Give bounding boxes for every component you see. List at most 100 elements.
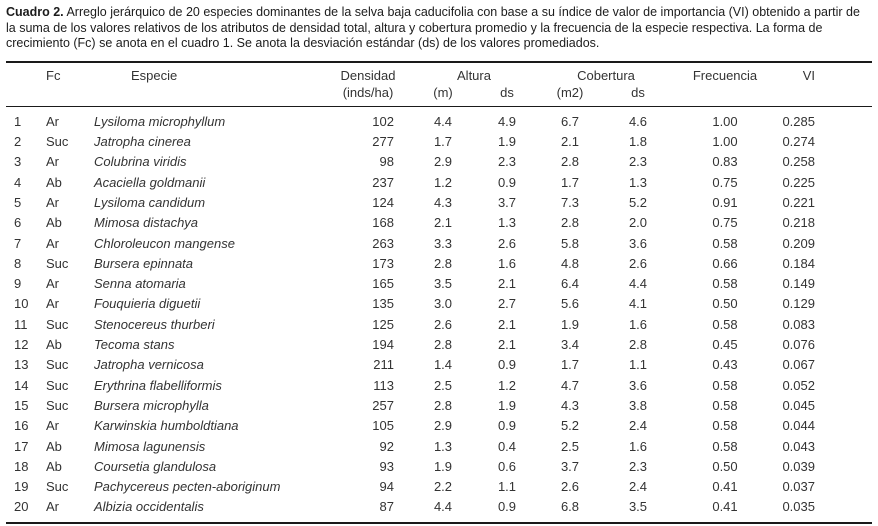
header-altura-unit: (m)	[410, 84, 476, 107]
row-cover-sd: 1.1	[628, 357, 648, 373]
row-growth-form: Suc	[46, 316, 69, 332]
row-density: 173	[372, 255, 394, 271]
row-height: 1.3	[433, 438, 453, 454]
row-height-sd: 4.9	[497, 113, 517, 129]
row-importance-value: 0.067	[782, 357, 815, 373]
table-row: 18 Ab Coursetia glandulosa 93 1.9 0.6 3.…	[6, 457, 872, 477]
row-frequency: 1.00	[712, 134, 738, 150]
row-growth-form: Ab	[46, 174, 62, 190]
table-body: 1 Ar Lysiloma microphyllum 102 4.4 4.9 6…	[6, 106, 872, 522]
row-importance-value: 0.221	[782, 194, 815, 210]
row-frequency: 0.58	[712, 438, 738, 454]
row-species-name: Jatropha cinerea	[94, 134, 191, 150]
row-height-sd: 0.6	[497, 458, 517, 474]
row-height-sd: 1.1	[497, 479, 517, 495]
row-density: 194	[372, 337, 394, 353]
row-growth-form: Ar	[46, 113, 59, 129]
row-species-name: Karwinskia humboldtiana	[94, 418, 239, 434]
row-frequency: 0.66	[712, 255, 738, 271]
row-cover-sd: 1.8	[628, 134, 648, 150]
row-cover-sd: 1.6	[628, 438, 648, 454]
row-cover-sd: 3.6	[628, 377, 648, 393]
row-height-sd: 2.3	[497, 154, 517, 170]
row-species-name: Bursera epinnata	[94, 255, 194, 271]
table-caption: Cuadro 2. Arreglo jerárquico de 20 espec…	[6, 5, 872, 52]
row-height: 2.6	[433, 316, 453, 332]
row-cover-sd: 2.3	[628, 154, 648, 170]
row-height: 2.8	[433, 255, 453, 271]
row-frequency: 0.58	[712, 397, 738, 413]
table-row: 17 Ab Mimosa lagunensis 92 1.3 0.4 2.5 1…	[6, 437, 872, 457]
row-height: 3.3	[433, 235, 453, 251]
row-cover-sd: 1.6	[628, 316, 648, 332]
row-cover: 2.6	[560, 479, 580, 495]
row-growth-form: Ab	[46, 458, 62, 474]
table-row: 20 Ar Albizia occidentalis 87 4.4 0.9 6.…	[6, 497, 872, 522]
row-growth-form: Ar	[46, 154, 59, 170]
row-frequency: 0.58	[712, 418, 738, 434]
header-altura-ds: ds	[476, 84, 538, 107]
row-height-sd: 2.6	[497, 235, 517, 251]
caption-label: Cuadro 2.	[6, 5, 64, 19]
header-cobertura: Cobertura	[577, 67, 635, 83]
row-frequency: 0.83	[712, 154, 738, 170]
row-importance-value: 0.258	[782, 154, 815, 170]
row-species-name: Lysiloma microphyllum	[94, 113, 226, 129]
row-cover: 2.8	[560, 215, 580, 231]
row-height: 3.5	[433, 276, 453, 292]
row-rank: 19	[14, 479, 29, 495]
row-species-name: Pachycereus pecten-aboriginum	[94, 479, 281, 495]
row-importance-value: 0.045	[782, 397, 815, 413]
row-rank: 4	[14, 174, 22, 190]
table-row: 12 Ab Tecoma stans 194 2.8 2.1 3.4 2.8 0…	[6, 335, 872, 355]
row-growth-form: Suc	[46, 255, 69, 271]
row-rank: 14	[14, 377, 29, 393]
row-cover-sd: 3.5	[628, 499, 648, 515]
row-cover: 6.7	[560, 113, 580, 129]
row-species-name: Coursetia glandulosa	[94, 458, 217, 474]
row-density: 211	[373, 357, 394, 373]
table-row: 10 Ar Fouquieria diguetii 135 3.0 2.7 5.…	[6, 294, 872, 314]
row-importance-value: 0.043	[782, 438, 815, 454]
row-cover: 2.5	[560, 438, 580, 454]
row-species-name: Albizia occidentalis	[94, 499, 204, 515]
row-height-sd: 1.9	[497, 134, 517, 150]
row-density: 168	[372, 215, 394, 231]
row-cover-sd: 2.6	[628, 255, 648, 271]
table-row: 16 Ar Karwinskia humboldtiana 105 2.9 0.…	[6, 416, 872, 436]
row-height-sd: 0.9	[497, 174, 517, 190]
row-cover: 6.4	[560, 276, 580, 292]
row-cover-sd: 4.4	[628, 276, 648, 292]
row-rank: 16	[14, 418, 29, 434]
row-density: 125	[372, 316, 394, 332]
row-density: 105	[372, 418, 394, 434]
row-growth-form: Ar	[46, 418, 59, 434]
row-rank: 9	[14, 276, 22, 292]
row-height-sd: 2.1	[497, 337, 517, 353]
row-rank: 11	[14, 316, 28, 332]
row-cover: 6.8	[560, 499, 580, 515]
row-height: 4.3	[433, 194, 453, 210]
row-cover-sd: 2.0	[628, 215, 648, 231]
row-species-name: Chloroleucon mangense	[94, 235, 235, 251]
header-row-main: Fc Especie Densidad Altura Cobertura Fre…	[6, 62, 872, 85]
row-rank: 6	[14, 215, 22, 231]
row-height: 2.8	[433, 337, 453, 353]
header-cobertura-ds: ds	[602, 84, 674, 107]
row-growth-form: Suc	[46, 134, 69, 150]
row-rank: 5	[14, 194, 22, 210]
row-species-name: Stenocereus thurberi	[94, 316, 215, 332]
row-density: 113	[373, 377, 394, 393]
header-frecuencia: Frecuencia	[692, 67, 758, 83]
header-rank	[6, 62, 36, 85]
row-frequency: 0.75	[712, 215, 738, 231]
row-density: 98	[379, 154, 394, 170]
row-rank: 7	[14, 235, 22, 251]
row-height: 1.4	[433, 357, 453, 373]
row-height-sd: 0.9	[497, 357, 517, 373]
table-row: 13 Suc Jatropha vernicosa 211 1.4 0.9 1.…	[6, 355, 872, 375]
table-row: 19 Suc Pachycereus pecten-aboriginum 94 …	[6, 477, 872, 497]
row-importance-value: 0.184	[782, 255, 815, 271]
header-especie-spacer	[86, 84, 334, 107]
row-height-sd: 2.1	[497, 316, 517, 332]
